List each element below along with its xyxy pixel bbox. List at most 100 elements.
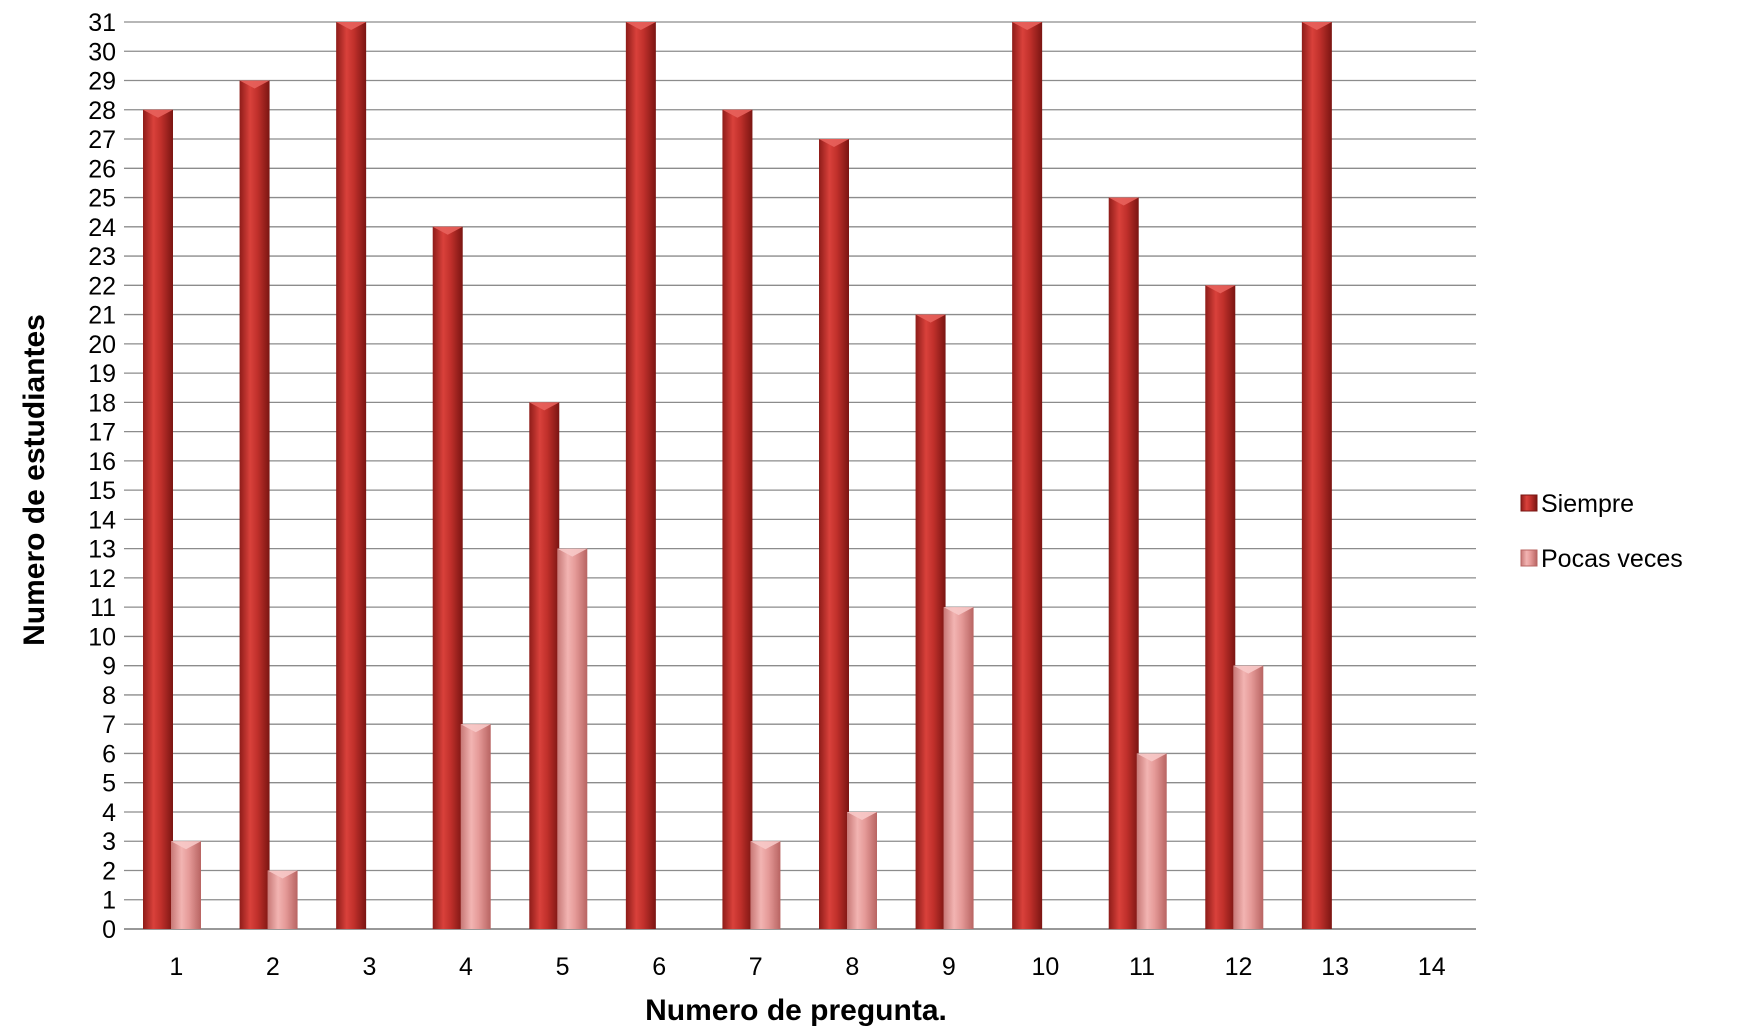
y-tick-label: 29 [88,68,116,96]
y-tick-label: 16 [88,448,116,476]
bar-pocas-veces [943,607,974,929]
bar-siempre [915,314,946,929]
bar-body [1012,22,1043,929]
bar-pocas-veces [1136,753,1167,929]
y-tick-label: 22 [88,272,116,300]
x-tick-label: 8 [845,953,859,981]
y-tick-label: 31 [88,9,116,37]
bar-body [819,139,849,930]
bar-body [1301,22,1332,929]
x-axis-tick-labels: 1 2 3 4 5 6 7 8 9 10 11 12 13 14 [169,953,1445,981]
y-tick-label: 19 [88,360,116,388]
y-tick-label: 8 [102,682,116,710]
bar-siempre [529,402,560,929]
y-tick-label: 12 [88,565,116,593]
bar-cap [1301,22,1332,30]
bar-cap [529,402,560,411]
bars [143,22,1332,930]
y-tick-label: 14 [88,506,116,534]
bar-cap [143,109,173,118]
bar-siempre [143,109,173,930]
gridlines [124,21,1476,930]
legend-swatch [1520,494,1538,512]
bar-body [943,607,974,929]
bar-siempre [819,139,849,930]
x-axis-title: Numero de pregunta. [645,994,947,1027]
bar-body [1108,197,1139,929]
bar-body [722,109,753,930]
bar-pocas-veces [1233,665,1264,929]
x-tick-label: 2 [266,953,280,981]
bar-cap [336,22,367,30]
x-tick-label: 1 [169,953,183,981]
legend-item: Siempre [1520,490,1634,518]
bar-siempre [336,22,367,929]
y-tick-label: 6 [102,740,116,768]
x-tick-label: 13 [1321,953,1349,981]
y-tick-label: 24 [88,214,116,242]
y-tick-label: 10 [88,623,116,651]
legend-label: Siempre [1541,490,1634,518]
x-tick-label: 4 [459,953,473,981]
y-tick-label: 18 [88,389,116,417]
y-tick-label: 15 [88,477,116,505]
x-tick-label: 6 [652,953,666,981]
bar-cap [1012,22,1043,30]
bar-cap [171,841,201,850]
bar-body [529,402,560,929]
y-tick-label: 28 [88,97,116,125]
x-tick-label: 14 [1418,953,1446,981]
bar-pocas-veces [267,870,298,929]
legend: Siempre Pocas veces [1520,490,1683,573]
y-axis-tick-labels: 0123456789101112131415161718192021222324… [88,9,116,944]
y-tick-label: 11 [90,594,116,622]
bar-cap [847,811,877,820]
bar-cap [1136,753,1167,762]
x-tick-label: 12 [1225,953,1253,981]
bar-cap [239,80,270,89]
bar-pocas-veces [171,841,201,929]
y-tick-label: 3 [102,828,116,856]
bar-siempre [1012,22,1043,929]
x-tick-label: 11 [1129,953,1155,981]
x-tick-label: 9 [942,953,956,981]
y-tick-label: 25 [88,185,116,213]
bar-body [432,226,463,929]
y-tick-label: 17 [88,419,116,447]
bar-body [847,811,877,929]
bar-siempre [1108,197,1139,929]
bar-body [557,548,588,929]
legend-item: Pocas veces [1520,545,1683,573]
bar-siempre [239,80,270,930]
y-tick-label: 9 [102,653,116,681]
bar-cap [819,139,849,148]
bar-body [143,109,173,930]
y-tick-label: 0 [102,916,116,944]
bar-cap [722,109,753,118]
bar-body [625,22,656,929]
bar-pocas-veces [460,724,491,929]
y-tick-label: 21 [88,302,116,330]
bar-body [336,22,367,929]
y-tick-label: 4 [102,799,116,827]
bar-body [1136,753,1167,929]
legend-swatch [1520,549,1538,567]
bar-cap [1233,665,1264,674]
bar-body [1233,665,1264,929]
x-tick-label: 3 [362,953,376,981]
bar-siempre [1205,285,1236,929]
y-tick-label: 2 [102,857,116,885]
bar-cap [432,226,463,235]
bar-body [239,80,270,930]
y-axis-title: Numero de estudiantes [18,314,51,646]
bar-siempre [432,226,463,929]
y-tick-label: 1 [102,887,116,915]
bar-body [171,841,201,929]
bar-body [267,870,298,929]
x-tick-label: 10 [1032,953,1060,981]
y-tick-label: 23 [88,243,116,271]
y-tick-label: 26 [88,155,116,183]
y-tick-label: 5 [102,770,116,798]
y-tick-label: 20 [88,331,116,359]
y-tick-label: 7 [102,711,116,739]
